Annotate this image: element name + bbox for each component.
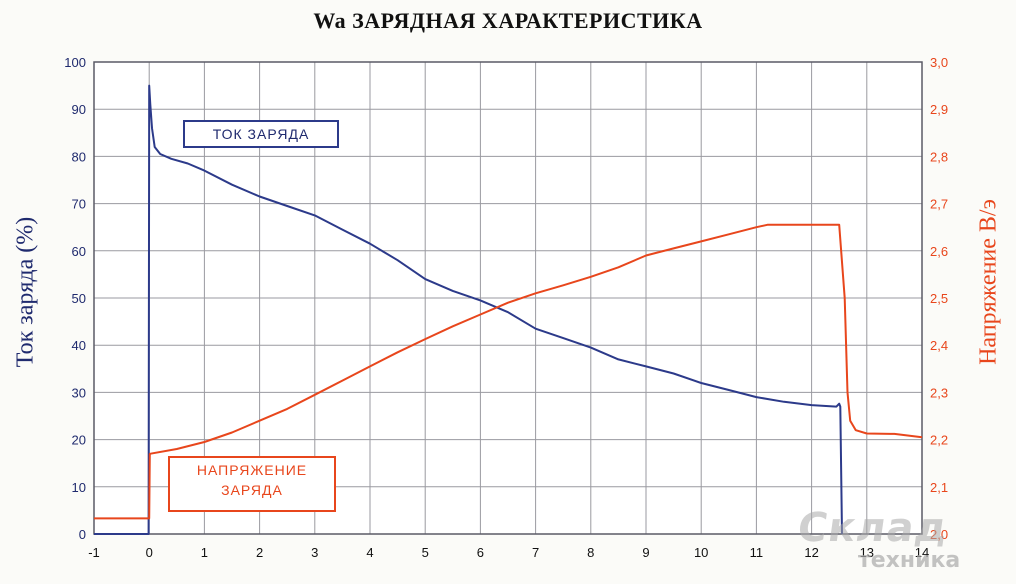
y-left-tick-label: 0 <box>79 527 86 542</box>
y-left-tick-label: 60 <box>72 244 86 259</box>
y-left-tick-label: 90 <box>72 102 86 117</box>
x-tick-label: 8 <box>587 545 594 560</box>
x-tick-label: -1 <box>88 545 100 560</box>
y-right-tick-label: 2,8 <box>930 149 948 164</box>
x-tick-label: 7 <box>532 545 539 560</box>
y-left-tick-label: 30 <box>72 385 86 400</box>
y-left-tick-label: 70 <box>72 197 86 212</box>
x-tick-label: 0 <box>146 545 153 560</box>
x-tick-label: 1 <box>201 545 208 560</box>
voltage-series-label: НАПРЯЖЕНИЕ ЗАРЯДА <box>168 456 336 512</box>
y-right-tick-label: 2,6 <box>930 244 948 259</box>
y-right-tick-label: 2,0 <box>930 527 948 542</box>
y-left-tick-label: 40 <box>72 338 86 353</box>
x-tick-label: 11 <box>750 545 764 560</box>
y-left-tick-label: 100 <box>64 55 86 70</box>
x-tick-label: 13 <box>860 545 874 560</box>
watermark-logo: Склад <box>794 505 952 551</box>
voltage-label-line1: НАПРЯЖЕНИЕ <box>196 462 308 478</box>
y-right-tick-label: 2,7 <box>930 197 948 212</box>
x-tick-label: 4 <box>366 545 373 560</box>
current-series-label: ТОК ЗАРЯДА <box>183 120 339 148</box>
series-lines <box>94 84 923 535</box>
plot-frame <box>93 61 923 535</box>
y-right-tick-label: 2,9 <box>930 102 948 117</box>
x-tick-label: 10 <box>694 545 708 560</box>
y-left-tick-label: 50 <box>72 291 86 306</box>
x-tick-label: 2 <box>256 545 263 560</box>
x-tick-label: 6 <box>477 545 484 560</box>
tick-labels: -1 0 1 2 3 4 5 6 7 8 9 10 11 12 13 14010203040506070809… <box>64 55 948 560</box>
y-left-tick-label: 80 <box>72 149 86 164</box>
y-left-tick-label: 10 <box>72 480 86 495</box>
y-axis-left-label: Ток заряда (%) <box>12 216 39 368</box>
x-tick-label: 9 <box>642 545 649 560</box>
current-series-line <box>94 84 843 535</box>
y-right-tick-label: 2,2 <box>930 433 948 448</box>
chart-title: Wa ЗАРЯДНАЯ ХАРАКТЕРИСТИКА <box>313 8 703 33</box>
y-right-tick-label: 2,5 <box>930 291 948 306</box>
x-tick-label: 12 <box>804 545 818 560</box>
y-axis-right-label: Напряжение В/э <box>975 199 1002 365</box>
axes <box>93 61 923 535</box>
x-tick-label: 3 <box>311 545 318 560</box>
y-right-tick-label: 2,3 <box>930 385 948 400</box>
voltage-label-line2: ЗАРЯДА <box>221 482 283 498</box>
voltage-series-line <box>94 223 923 520</box>
y-right-tick-label: 2,4 <box>930 338 948 353</box>
x-tick-label: 5 <box>422 545 429 560</box>
y-left-tick-label: 20 <box>72 433 86 448</box>
x-tick-label: 14 <box>915 545 929 560</box>
y-right-tick-label: 3,0 <box>930 55 948 70</box>
watermark-logo-sub: техника <box>858 548 961 573</box>
y-right-tick-label: 2,1 <box>930 480 948 495</box>
